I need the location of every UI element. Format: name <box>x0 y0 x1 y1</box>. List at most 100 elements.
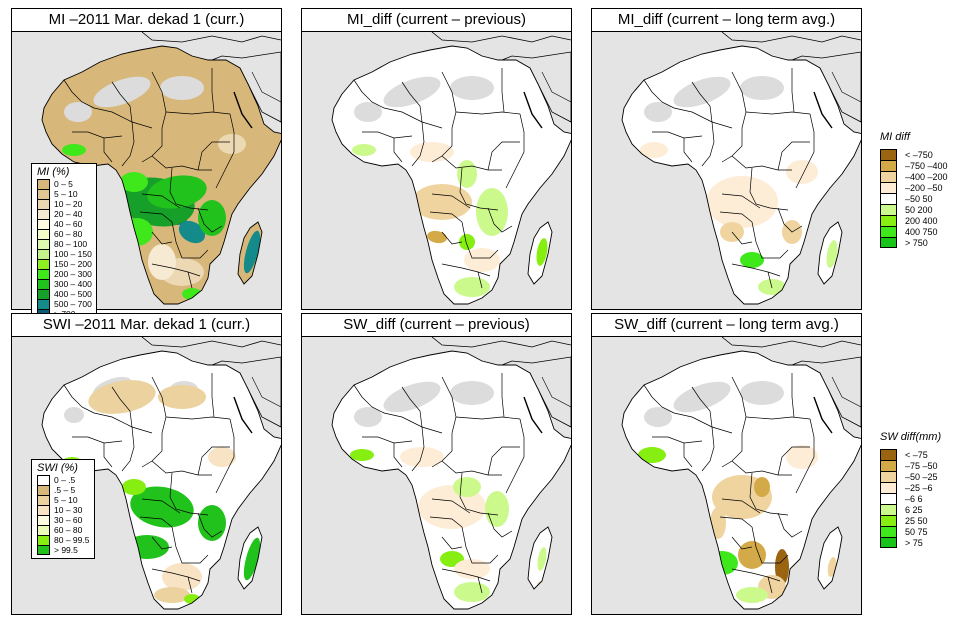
legend-label: 200 – 300 <box>54 269 92 279</box>
legend-entry: 200 400 <box>880 215 948 226</box>
red-sea-coast <box>233 396 253 434</box>
value-patch <box>158 385 206 409</box>
country-border <box>141 433 163 468</box>
country-border <box>731 568 781 582</box>
value-patch <box>537 547 547 571</box>
country-border <box>429 516 463 528</box>
country-border <box>795 113 815 189</box>
legend-entry: 200 – 300 <box>37 269 96 279</box>
country-border <box>441 568 491 582</box>
red-sea-coast <box>523 396 543 434</box>
africa-map <box>331 32 571 305</box>
legend-label: –75 –50 <box>905 460 938 471</box>
panel-title: MI –2011 Mar. dekad 1 (curr.) <box>11 8 282 32</box>
country-border <box>731 460 792 476</box>
legend-entry: 400 750 <box>880 226 948 237</box>
value-patch <box>243 537 261 581</box>
country-border <box>795 418 815 494</box>
country-border <box>487 141 520 171</box>
country-border <box>477 271 483 289</box>
value-patch <box>536 238 548 266</box>
value-patch <box>88 380 156 414</box>
country-border <box>461 221 499 259</box>
country-border <box>171 221 209 259</box>
country-border <box>721 193 761 209</box>
country-border <box>731 155 792 171</box>
madagascar-coastline <box>237 526 263 590</box>
country-border <box>751 221 789 259</box>
country-border <box>63 79 95 109</box>
country-border <box>441 460 502 476</box>
data-layer <box>638 361 837 603</box>
value-patch <box>198 200 226 236</box>
no-data-patch <box>450 381 494 405</box>
legend-swatch <box>37 269 50 279</box>
no-data-patch <box>64 102 92 122</box>
country-border <box>791 68 795 113</box>
legend-label: 80 – 99.5 <box>54 535 90 545</box>
madagascar-coastline <box>817 526 843 590</box>
country-border <box>461 526 499 564</box>
map-mi-diff-previous <box>301 31 572 310</box>
legend-swatch <box>880 204 897 215</box>
legend-entry: 300 – 400 <box>37 279 96 289</box>
value-patch <box>648 48 668 56</box>
legend-entry: 100 – 150 <box>37 249 96 259</box>
legend-entry: 10 – 20 <box>37 199 96 209</box>
map-mi-diff-lta <box>591 31 862 310</box>
value-patch <box>786 445 818 469</box>
country-border <box>72 131 123 139</box>
country-border <box>362 131 413 139</box>
africa-map <box>41 32 281 305</box>
country-border <box>767 576 773 594</box>
africa-map <box>41 337 281 610</box>
legend-entry: < –750 <box>880 149 948 160</box>
country-border <box>683 138 693 163</box>
value-patch <box>736 587 768 603</box>
africa-landmass <box>622 46 861 304</box>
value-patch <box>638 447 666 463</box>
africa-coastline <box>331 350 571 610</box>
country-border <box>121 426 135 472</box>
legend-label: 50 75 <box>905 526 928 537</box>
legend-label: 200 400 <box>905 215 938 226</box>
country-border <box>505 418 525 494</box>
country-border <box>111 386 133 428</box>
no-data-patch <box>673 381 731 413</box>
country-border <box>151 568 201 582</box>
country-border <box>431 193 471 209</box>
map-sw-diff-lta <box>591 336 862 615</box>
value-patch <box>754 477 770 497</box>
country-border <box>683 443 693 468</box>
country-border <box>731 376 747 434</box>
africa-landmass <box>332 46 571 304</box>
country-border <box>731 536 753 550</box>
country-border <box>139 516 173 528</box>
country-border <box>151 71 167 129</box>
no-data-patch <box>383 381 441 413</box>
data-layer <box>352 46 548 297</box>
country-border <box>701 426 715 472</box>
legend-swatch <box>880 237 897 248</box>
country-border <box>673 107 733 129</box>
legend-entry: –400 –200 <box>880 171 948 182</box>
legend-swatch <box>880 193 897 204</box>
africa-landmass <box>332 351 571 609</box>
country-border <box>411 426 425 472</box>
value-patch <box>218 134 246 154</box>
no-data-patch <box>450 76 494 100</box>
country-border <box>691 81 713 123</box>
country-border <box>731 231 753 245</box>
country-border <box>441 536 463 550</box>
country-border <box>103 138 113 163</box>
legend-label: 150 – 200 <box>54 259 92 269</box>
no-data-patch <box>644 102 672 122</box>
country-border <box>441 155 502 171</box>
legend-mi-diff: MI diff < –750 –750 –400 –400 –200 –200 –50–… <box>880 131 948 248</box>
country-border <box>487 512 513 538</box>
legend-label: 500 – 700 <box>54 299 92 309</box>
madagascar-coastline <box>817 221 843 285</box>
country-border <box>141 128 163 163</box>
legend-label: 10 – 20 <box>54 199 83 209</box>
africa-map <box>331 337 571 610</box>
